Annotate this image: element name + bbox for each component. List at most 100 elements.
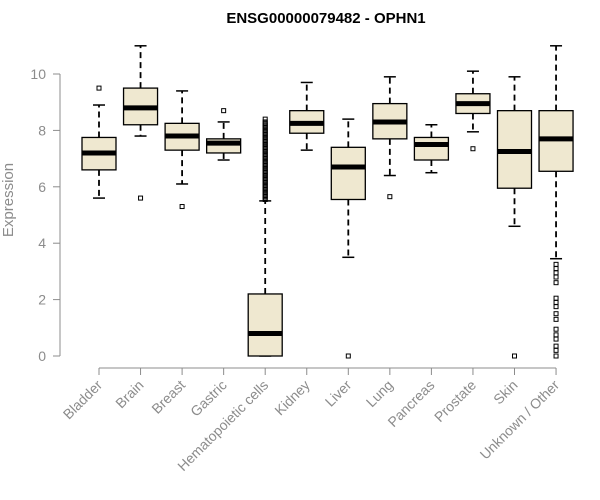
outlier-point [262, 137, 268, 143]
outlier-point [262, 181, 268, 187]
box-group [372, 76, 408, 200]
box [330, 146, 366, 201]
outlier-point [262, 164, 268, 170]
outlier-point [262, 125, 268, 131]
outlier-point [553, 261, 559, 267]
outlier-point [262, 139, 268, 145]
outlier-point [138, 195, 144, 201]
box-group [247, 116, 283, 357]
outlier-point [345, 353, 351, 359]
box-group [205, 108, 242, 161]
y-tick-label: 8 [38, 122, 46, 138]
outlier-point [553, 304, 559, 310]
x-tick-label: Bladder [60, 377, 106, 423]
outlier-point [262, 189, 268, 195]
outlier-point [262, 120, 268, 126]
outlier-point [512, 353, 517, 359]
box-group [81, 85, 117, 199]
outlier-point [262, 167, 268, 173]
outlier-point [262, 156, 268, 162]
outlier-point [262, 143, 268, 149]
outlier-point [262, 178, 268, 184]
x-tick-label: Brain [112, 377, 146, 411]
y-tick-label: 10 [30, 66, 46, 82]
outlier-point [553, 332, 559, 338]
x-tick-label: Lung [363, 377, 396, 410]
outlier-point [553, 336, 559, 342]
outlier-point [470, 146, 476, 152]
outlier-point [262, 157, 268, 163]
outlier-point [262, 150, 268, 156]
outlier-point [262, 119, 268, 125]
outlier-point [553, 311, 559, 317]
outlier-point [553, 343, 559, 349]
outlier-point [262, 195, 268, 201]
outlier-point [262, 165, 268, 171]
outlier-point [262, 149, 268, 155]
box [413, 136, 450, 161]
outlier-point [221, 108, 227, 114]
outlier-point [553, 266, 559, 272]
outlier-point [262, 188, 268, 194]
outlier-point [262, 168, 268, 174]
box-group [122, 45, 159, 201]
x-tick-label: Unknown / Other [477, 377, 563, 463]
box-group [164, 90, 200, 210]
outlier-point [262, 123, 268, 129]
x-tick-label: Kidney [271, 377, 313, 419]
outlier-point [262, 187, 268, 193]
outlier-point [553, 274, 559, 280]
outlier-point [262, 151, 268, 157]
outlier-point [262, 194, 268, 200]
y-tick-label: 0 [38, 348, 46, 364]
outlier-point [262, 147, 268, 153]
outlier-point [262, 174, 268, 180]
outlier-point [262, 180, 268, 186]
outlier-point [553, 347, 559, 353]
outlier-point [262, 129, 268, 135]
x-tick-label: Breast [148, 377, 188, 417]
outlier-point [262, 142, 268, 147]
y-tick-label: 6 [38, 179, 46, 195]
outlier-point [262, 177, 268, 183]
outlier-point [262, 133, 268, 139]
outlier-point [262, 136, 268, 142]
outlier-point [553, 353, 559, 359]
outlier-point [262, 160, 268, 166]
x-tick-label: Prostate [431, 377, 479, 425]
outlier-point [262, 140, 268, 146]
y-tick-label: 2 [38, 292, 46, 308]
outlier-point [262, 191, 268, 197]
chart-title: ENSG00000079482 - OPHN1 [226, 10, 425, 27]
outlier-point [553, 270, 559, 276]
outlier-point [262, 163, 268, 169]
box-group [538, 45, 574, 359]
outlier-point [96, 85, 102, 91]
outlier-point [553, 295, 559, 301]
box-group [496, 76, 533, 359]
outlier-point [179, 204, 185, 210]
outlier-point [553, 316, 559, 322]
box-group [330, 118, 366, 359]
y-tick-label: 4 [38, 235, 46, 251]
outlier-point [262, 184, 268, 190]
outlier-point [262, 153, 268, 159]
outlier-point [262, 170, 268, 176]
box-group [289, 81, 325, 151]
outlier-point [262, 175, 268, 181]
outlier-point [262, 130, 268, 136]
outlier-point [387, 194, 393, 200]
outlier-point [262, 146, 268, 152]
outlier-point [262, 173, 268, 179]
outlier-point [262, 185, 268, 191]
outlier-point [553, 326, 559, 332]
outlier-point [262, 116, 268, 122]
outlier-point [553, 299, 559, 305]
outlier-point [553, 280, 559, 286]
outlier-point [262, 132, 268, 138]
box-group [455, 70, 491, 152]
outlier-point [262, 134, 268, 140]
y-axis: 0 2 4 6 8 10 [30, 66, 61, 364]
